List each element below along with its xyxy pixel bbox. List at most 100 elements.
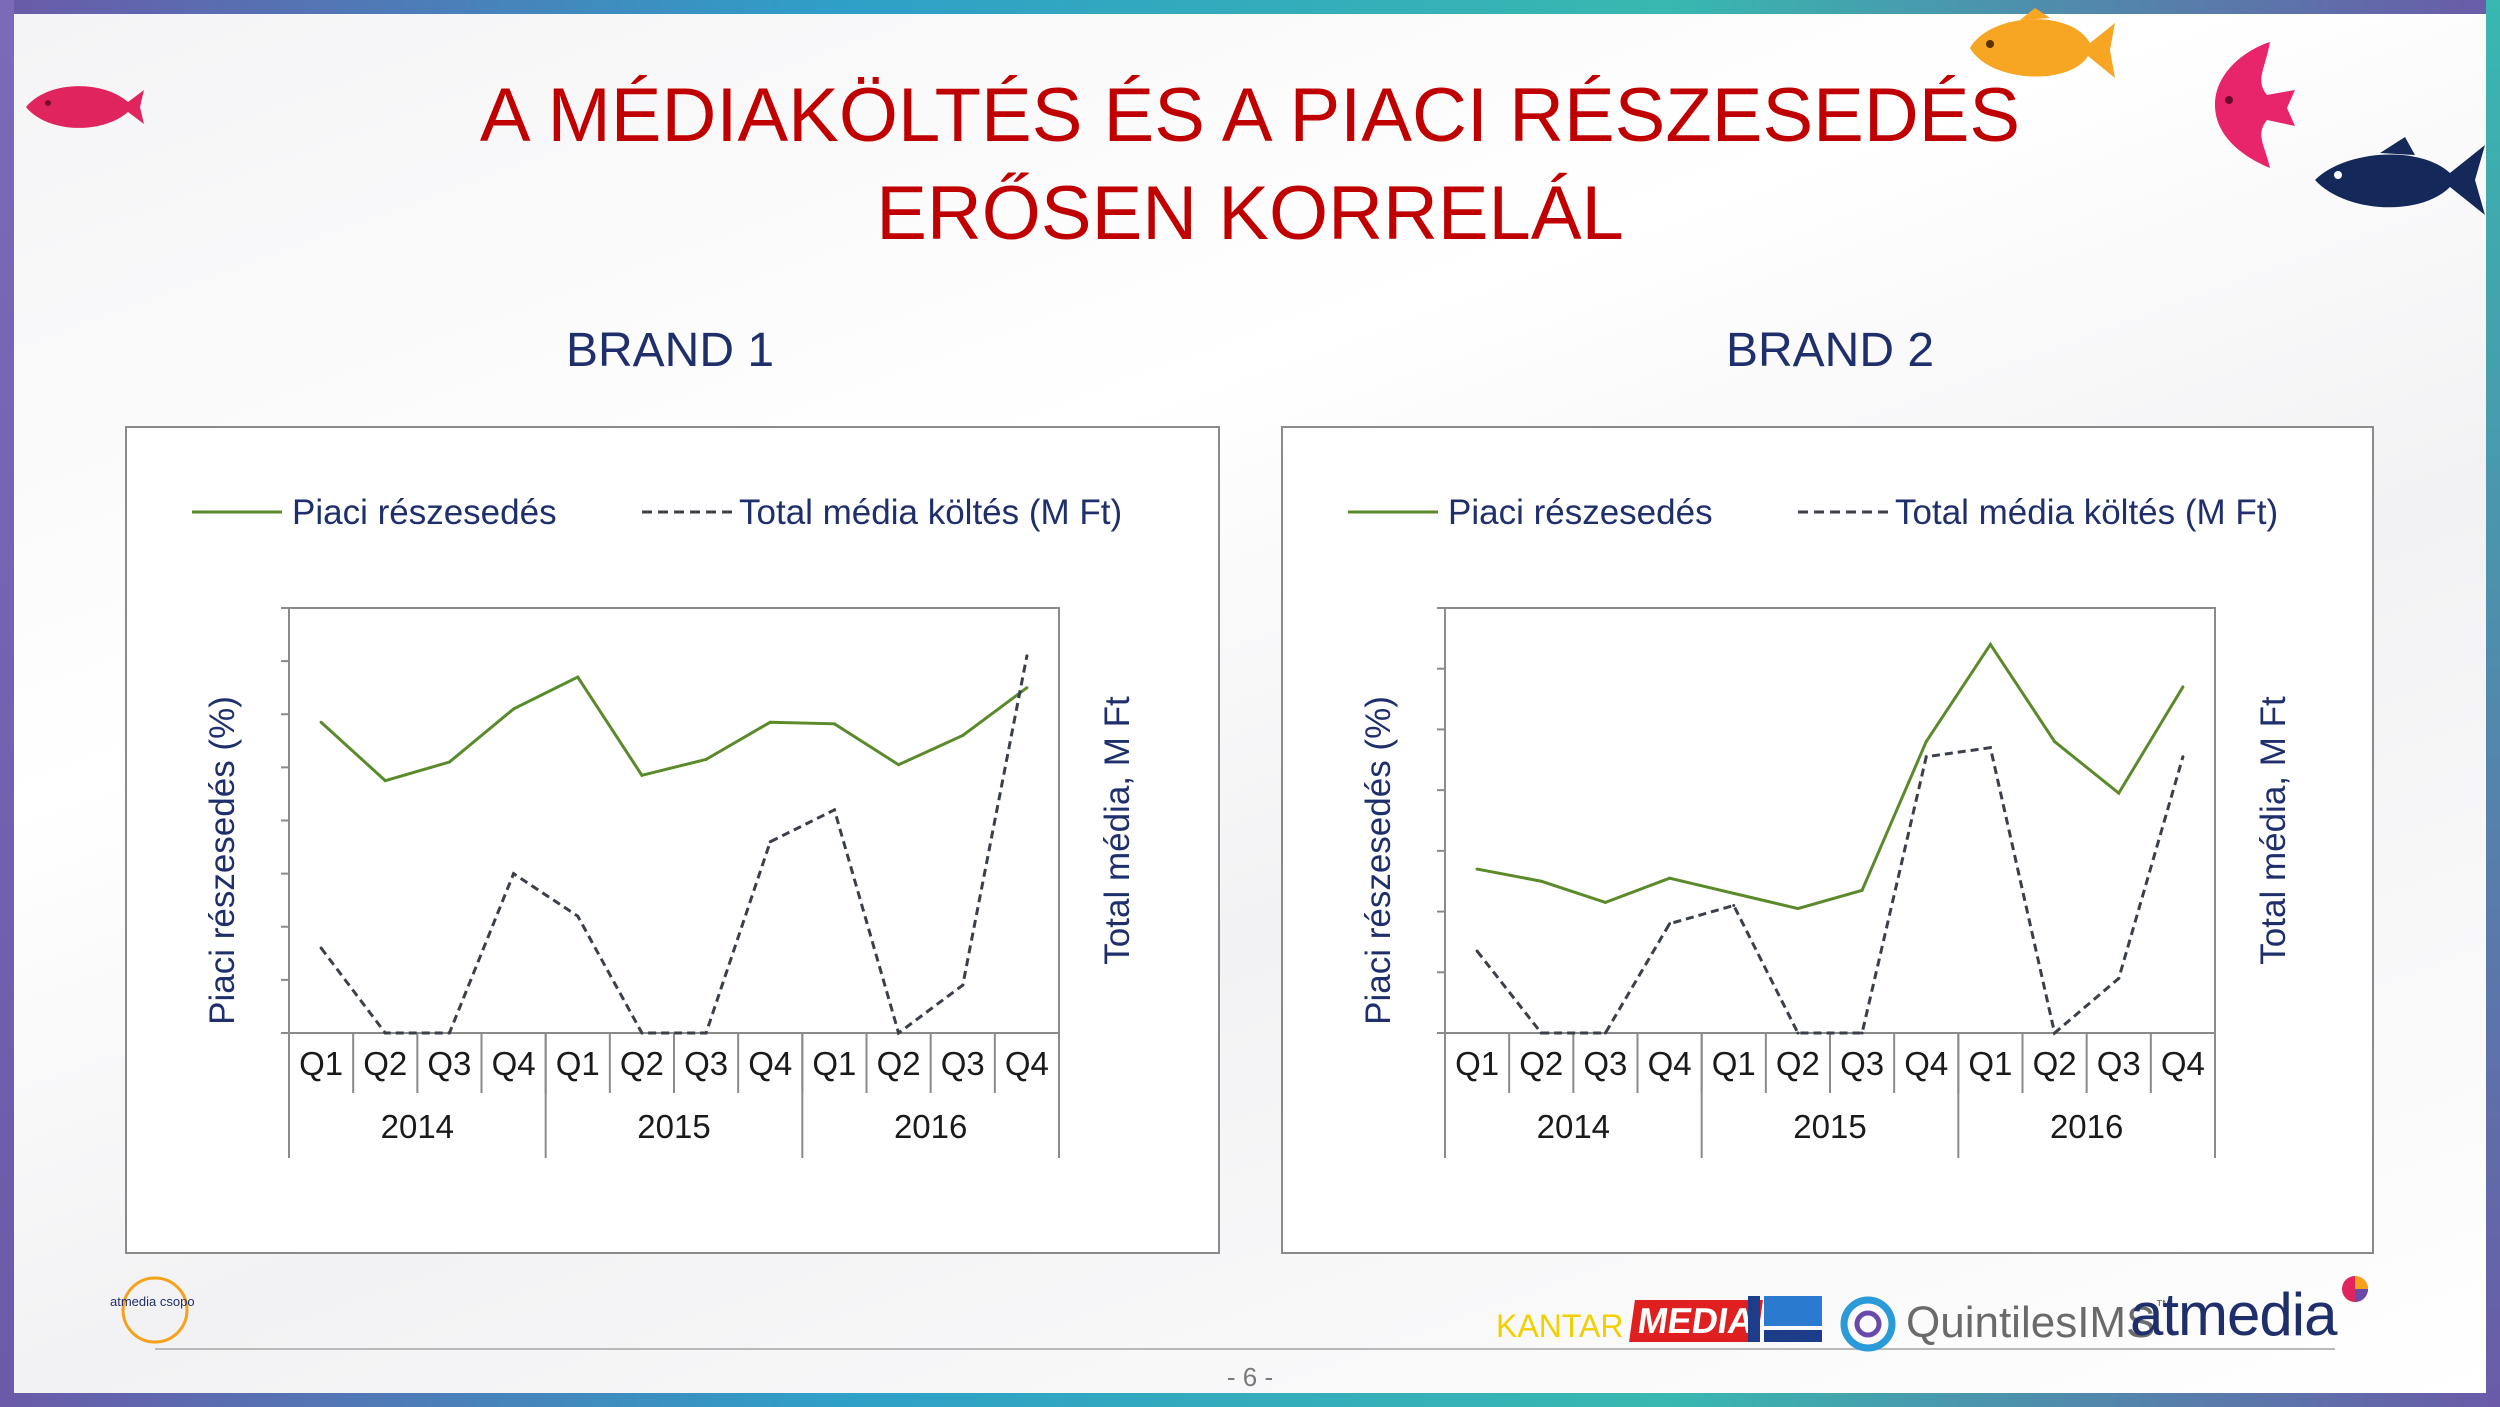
brand2-market-share-point [1539,879,1543,883]
left-color-band [0,0,14,1407]
brand1-media-spend-point [1025,654,1029,658]
page-number: - 6 - [1226,1362,1274,1392]
brand2-y2-axis-title: Total média, M Ft [2254,696,2293,965]
brand1-market-share-point [1025,686,1029,690]
brand1-category-label: Q4 [1005,1045,1049,1082]
brand2-year-label: 2016 [2050,1108,2123,1145]
brand1-media-spend-point [383,1031,387,1035]
atmedia-csoport-logo: atmedia csoport [110,1276,195,1344]
navy-fish-icon [2315,137,2485,215]
brand1-media-spend-point [640,1031,644,1035]
brand1-market-share-point [640,773,644,777]
brand2-title: BRAND 2 [1725,324,1935,377]
footer-divider [155,1348,2335,1350]
brand2-media-spend-point [2117,976,2121,980]
brand2-market-share-point [2181,685,2185,689]
brand2-media-spend-point [1796,1031,1800,1035]
atmedia-logo-icon [2342,1276,2368,1302]
brand1-media-spend-point [576,914,580,918]
quintiles-logo: QuintilesIMS™ [1906,1298,2171,1348]
brand2-year-label: 2014 [1537,1108,1610,1145]
brand2-year-label: 2015 [1793,1108,1866,1145]
reklamszovetseg-logo [1748,1296,1822,1342]
kantar-logo: KANTAR [1496,1308,1624,1344]
quintiles-tm: ™ [2155,1298,2172,1315]
brand2-category-label: Q1 [1968,1045,2012,1082]
brand2-market-share-point [1603,900,1607,904]
brand1-category-label: Q1 [299,1045,343,1082]
brand2-category-label: Q1 [1712,1045,1756,1082]
brand2-media-spend-point [1475,949,1479,953]
brand2-chart: Piaci részesedés Total média költés (M Ft… [1348,493,2293,1158]
brand1-media-spend-line [319,655,1029,1036]
brand2-media-spend-line [1475,745,2185,1036]
brand2-media-spend-point [1668,922,1672,926]
brand2-category-label: Q3 [2097,1045,2141,1082]
brand2-category-label: Q4 [1648,1045,1692,1082]
media-logo: MEDIA [1629,1300,1763,1342]
brand2-legend-market-share: Piaci részesedés [1448,493,1713,532]
brand2-market-share-point [1988,642,1992,646]
brand1-market-share-point [447,760,451,764]
brand1-market-share-point [961,734,965,737]
brand1-category-label: Q2 [620,1045,664,1082]
brand1-year-label: 2016 [894,1108,967,1145]
brand1-category-label: Q3 [427,1045,471,1082]
quintiles-logo-icon [1840,1296,1896,1352]
pink-angelfish-icon [2215,42,2295,168]
brand1-chart-panel: Piaci részesedés Total média költés (M Ft… [125,426,1220,1254]
brand2-category-label: Q3 [1840,1045,1884,1082]
brand1-media-spend-point [768,840,772,844]
brand1-legend-media-spend: Total média költés (M Ft) [739,493,1122,532]
brand1-category-label: Q3 [941,1045,985,1082]
brand2-media-spend-point [1732,904,1736,907]
brand2-category-label: Q2 [1776,1045,1820,1082]
brand1-market-share-point [383,779,387,783]
brand2-category-label: Q4 [1904,1045,1948,1082]
brand2-market-share-line [1476,641,2185,911]
brand1-category-label: Q1 [556,1045,600,1082]
brand1-media-spend-point [897,1031,901,1035]
brand1-category-label: Q2 [877,1045,921,1082]
brand1-market-share-point [897,763,901,767]
brand2-y-axis-title: Piaci részesedés (%) [1359,696,1398,1025]
quintiles-logo-text: QuintilesIMS [1906,1298,2156,1347]
brand2-market-share-point [1796,907,1800,911]
brand1-category-label: Q3 [684,1045,728,1082]
brand1-market-share-line [320,675,1028,783]
brand1-market-share-point [704,757,708,761]
brand1-chart: Piaci részesedés Total média költés (M Ft… [192,493,1137,1158]
brand2-market-share-point [2117,791,2121,795]
brand2-media-spend-point [1603,1031,1607,1035]
atmedia-csoport-logo-text: atmedia csoport [110,1294,195,1309]
brand2-category-label: Q2 [1519,1045,1563,1082]
brand2-category-label: Q1 [1455,1045,1499,1082]
brand1-y-axis-title: Piaci részesedés (%) [203,696,242,1025]
brand2-media-spend-point [1924,755,1928,759]
brand2-media-spend-point [1988,746,1992,750]
brand2-market-share-point [1668,876,1672,880]
brand1-market-share-point [576,675,580,679]
brand1-year-label: 2014 [381,1108,454,1145]
brand1-media-spend-point [961,983,965,987]
brand2-market-share-point [1475,867,1479,871]
brand2-market-share-point [1732,891,1736,895]
brand2-legend-media-spend: Total média költés (M Ft) [1895,493,2278,532]
brand1-market-share-point [512,707,516,711]
brand1-title: BRAND 1 [565,324,775,377]
red-fish-icon [26,86,144,128]
brand2-media-spend-point [1539,1031,1543,1035]
brand2-media-spend-point [2053,1031,2057,1035]
brand1-category-label: Q4 [748,1045,792,1082]
bottom-color-band [0,1393,2500,1407]
brand1-year-label: 2015 [637,1108,710,1145]
slide-title-line2: ERŐSEN KORRELÁL [876,171,1624,256]
brand1-media-spend-point [447,1031,451,1035]
brand1-media-spend-point [704,1031,708,1035]
brand2-category-label: Q3 [1583,1045,1627,1082]
brand2-market-share-point [2053,740,2057,744]
brand2-media-spend-point [2181,755,2185,759]
brand2-plot-area [1444,607,2216,1034]
brand1-market-share-point [832,722,836,726]
brand2-category-label: Q2 [2033,1045,2077,1082]
